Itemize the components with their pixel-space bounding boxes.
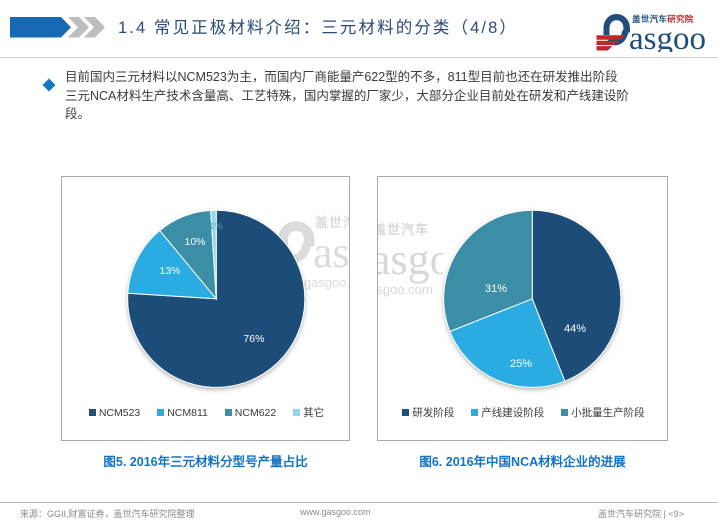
svg-text:1%: 1% xyxy=(209,221,223,232)
svg-text:13%: 13% xyxy=(159,265,180,277)
svg-text:44%: 44% xyxy=(564,323,586,335)
svg-text:10%: 10% xyxy=(184,236,205,248)
svg-text:25%: 25% xyxy=(510,358,532,370)
svg-text:31%: 31% xyxy=(485,283,507,295)
svg-text:76%: 76% xyxy=(243,333,264,345)
svg-text:asgoo: asgoo xyxy=(629,21,706,52)
